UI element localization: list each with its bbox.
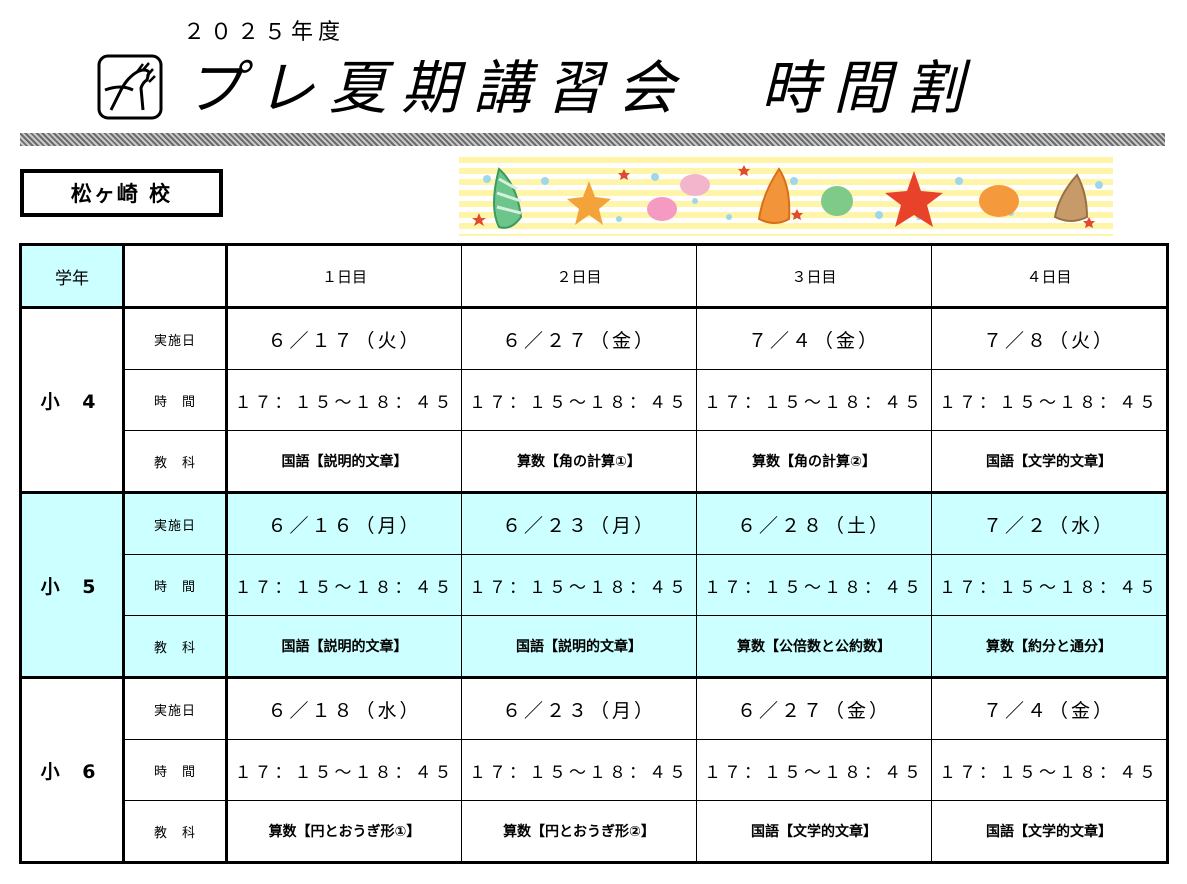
date-cell: ６／２３（月） bbox=[461, 677, 697, 740]
subject-cell: 算数【円とおうぎ形②】 bbox=[461, 800, 697, 863]
time-cell: １７：１５～１８：４５ bbox=[226, 369, 462, 431]
subject-cell: 国語【文学的文章】 bbox=[931, 430, 1168, 494]
table-row: 時 間 １７：１５～１８：４５ １７：１５～１８：４５ １７：１５～１８：４５ … bbox=[21, 554, 1168, 616]
table-row: 教 科 算数【円とおうぎ形①】 算数【円とおうぎ形②】 国語【文学的文章】 国語… bbox=[21, 800, 1168, 863]
year-label: ２０２５年度 bbox=[183, 20, 346, 45]
table-row: 教 科 国語【説明的文章】 国語【説明的文章】 算数【公倍数と公約数】 算数【約… bbox=[21, 615, 1168, 679]
date-cell: ７／２（水） bbox=[931, 492, 1168, 555]
time-cell: １７：１５～１８：４５ bbox=[461, 369, 697, 431]
grade-column-header: 学年 bbox=[20, 244, 125, 309]
subject-cell: 算数【角の計算①】 bbox=[461, 430, 697, 494]
grade-6-label: 小 6 bbox=[20, 677, 125, 863]
subject-cell: 算数【公倍数と公約数】 bbox=[696, 615, 932, 679]
day-3-header: ３日目 bbox=[696, 244, 932, 309]
grade-5-label: 小 5 bbox=[20, 492, 125, 679]
date-row-label: 実施日 bbox=[123, 492, 228, 555]
time-cell: １７：１５～１８：４５ bbox=[696, 554, 932, 616]
date-cell: ６／２７（金） bbox=[696, 677, 932, 740]
table-row: 小 5 実施日 ６／１６（月） ６／２３（月） ６／２８（土） ７／２（水） bbox=[20, 492, 1168, 679]
date-cell: ６／２８（土） bbox=[696, 492, 932, 555]
date-cell: ６／２７（金） bbox=[461, 307, 697, 370]
time-cell: １７：１５～１８：４５ bbox=[696, 739, 932, 801]
table-header-row: 学年 １日目 ２日目 ３日目 ４日目 bbox=[20, 244, 1168, 309]
date-cell: ６／２３（月） bbox=[461, 492, 697, 555]
date-cell: ７／４（金） bbox=[931, 677, 1168, 740]
subject-cell: 算数【約分と通分】 bbox=[931, 615, 1168, 679]
date-cell: ６／１７（火） bbox=[226, 307, 462, 370]
time-row-label: 時 間 bbox=[123, 554, 228, 616]
subject-cell: 国語【説明的文章】 bbox=[226, 430, 462, 494]
page-title: プレ夏期講習会 時間割 bbox=[185, 54, 978, 122]
table-row: 小 6 実施日 ６／１８（水） ６／２３（月） ６／２７（金） ７／４（金） bbox=[20, 677, 1168, 863]
subject-row-label: 教 科 bbox=[123, 615, 228, 679]
table-row: 教 科 国語【説明的文章】 算数【角の計算①】 算数【角の計算②】 国語【文学的… bbox=[21, 430, 1168, 494]
time-cell: １７：１５～１８：４５ bbox=[226, 554, 462, 616]
day-2-header: ２日目 bbox=[461, 244, 697, 309]
horse-logo-icon bbox=[97, 54, 163, 120]
date-cell: ６／１８（水） bbox=[226, 677, 462, 740]
subject-cell: 国語【文学的文章】 bbox=[696, 800, 932, 863]
empty-header-cell bbox=[123, 244, 228, 309]
time-cell: １７：１５～１８：４５ bbox=[461, 554, 697, 616]
table-row: 時 間 １７：１５～１８：４５ １７：１５～１８：４５ １７：１５～１８：４５ … bbox=[21, 739, 1168, 801]
table-row: 時 間 １７：１５～１８：４５ １７：１５～１８：４５ １７：１５～１８：４５ … bbox=[21, 369, 1168, 431]
table-row: 小 4 実施日 ６／１７（火） ６／２７（金） ７／４（金） ７／８（火） bbox=[20, 307, 1168, 494]
subject-row-label: 教 科 bbox=[123, 430, 228, 494]
subject-cell: 算数【円とおうぎ形①】 bbox=[226, 800, 462, 863]
school-name: 松ヶ崎 校 bbox=[20, 169, 223, 217]
subject-cell: 国語【文学的文章】 bbox=[931, 800, 1168, 863]
timetable: 学年 １日目 ２日目 ３日目 ４日目 小 4 実施日 ６／１７（火） ６／２７（… bbox=[19, 243, 1169, 864]
date-row-label: 実施日 bbox=[123, 307, 228, 370]
time-cell: １７：１５～１８：４５ bbox=[226, 739, 462, 801]
date-cell: ６／１６（月） bbox=[226, 492, 462, 555]
date-cell: ７／８（火） bbox=[931, 307, 1168, 370]
date-cell: ７／４（金） bbox=[696, 307, 932, 370]
time-cell: １７：１５～１８：４５ bbox=[931, 369, 1168, 431]
subject-cell: 算数【角の計算②】 bbox=[696, 430, 932, 494]
title-divider bbox=[20, 133, 1165, 146]
seashell-banner bbox=[459, 157, 1113, 236]
day-4-header: ４日目 bbox=[931, 244, 1168, 309]
time-row-label: 時 間 bbox=[123, 739, 228, 801]
grade-4-label: 小 4 bbox=[20, 307, 125, 494]
time-row-label: 時 間 bbox=[123, 369, 228, 431]
time-cell: １７：１５～１８：４５ bbox=[931, 739, 1168, 801]
date-row-label: 実施日 bbox=[123, 677, 228, 740]
time-cell: １７：１５～１８：４５ bbox=[696, 369, 932, 431]
time-cell: １７：１５～１８：４５ bbox=[461, 739, 697, 801]
subject-cell: 国語【説明的文章】 bbox=[226, 615, 462, 679]
subject-row-label: 教 科 bbox=[123, 800, 228, 863]
day-1-header: １日目 bbox=[226, 244, 462, 309]
time-cell: １７：１５～１８：４５ bbox=[931, 554, 1168, 616]
subject-cell: 国語【説明的文章】 bbox=[461, 615, 697, 679]
